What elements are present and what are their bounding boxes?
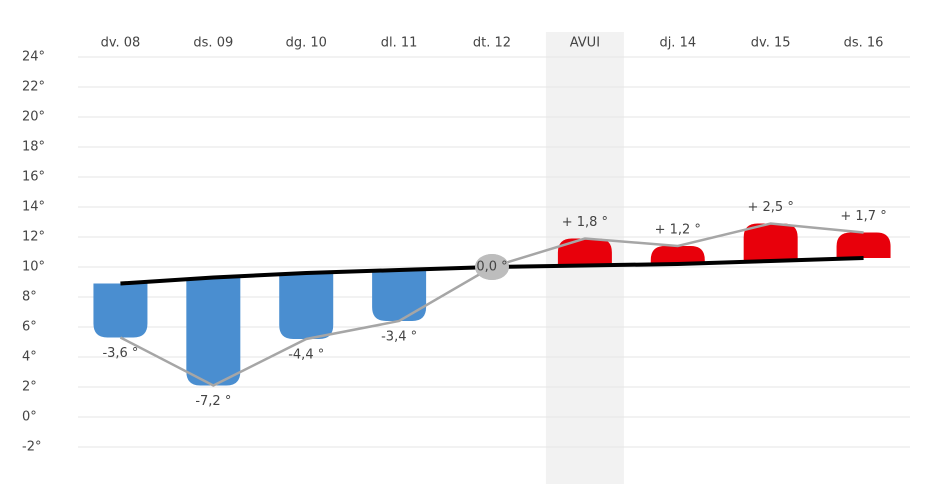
value-label: -7,2 ° bbox=[195, 394, 231, 409]
x-tick-label: dv. 15 bbox=[751, 36, 791, 51]
value-label: + 1,7 ° bbox=[840, 209, 886, 224]
x-tick-label: AVUI bbox=[570, 36, 600, 51]
anomaly-bar bbox=[836, 232, 891, 258]
y-tick-label: 22° bbox=[22, 80, 45, 95]
value-label: -4,4 ° bbox=[288, 348, 324, 363]
y-tick-label: 18° bbox=[22, 140, 45, 155]
y-tick-label: 20° bbox=[22, 110, 45, 125]
x-tick-label: dj. 14 bbox=[659, 36, 696, 51]
value-label: + 1,8 ° bbox=[562, 215, 608, 230]
x-tick-label: dv. 08 bbox=[101, 36, 141, 51]
value-label: 0,0 ° bbox=[476, 260, 507, 275]
x-tick-label: ds. 16 bbox=[844, 36, 884, 51]
y-tick-label: -2° bbox=[22, 440, 41, 455]
x-tick-label: dt. 12 bbox=[473, 36, 511, 51]
y-tick-label: 10° bbox=[22, 260, 45, 275]
x-tick-label: ds. 09 bbox=[193, 36, 233, 51]
anomaly-bar bbox=[650, 246, 705, 264]
y-tick-label: 4° bbox=[22, 350, 37, 365]
y-tick-label: 24° bbox=[22, 50, 45, 65]
anomaly-bar bbox=[372, 270, 427, 321]
value-label: -3,4 ° bbox=[381, 330, 417, 345]
anomaly-bar bbox=[186, 277, 241, 386]
value-label: + 2,5 ° bbox=[747, 200, 793, 215]
value-label: -3,6 ° bbox=[102, 346, 138, 361]
anomaly-bar bbox=[743, 223, 798, 261]
y-tick-label: 2° bbox=[22, 380, 37, 395]
y-tick-label: 12° bbox=[22, 230, 45, 245]
zero-marker bbox=[475, 254, 509, 280]
x-tick-label: dg. 10 bbox=[286, 36, 327, 51]
y-tick-label: 8° bbox=[22, 290, 37, 305]
x-tick-label: dl. 11 bbox=[381, 36, 418, 51]
value-label: + 1,2 ° bbox=[655, 223, 701, 238]
anomaly-bar bbox=[93, 283, 148, 338]
y-tick-label: 0° bbox=[22, 410, 37, 425]
y-tick-label: 6° bbox=[22, 320, 37, 335]
anomaly-bar bbox=[279, 273, 334, 339]
y-tick-label: 14° bbox=[22, 200, 45, 215]
y-tick-label: 16° bbox=[22, 170, 45, 185]
anomaly-bar bbox=[557, 238, 612, 266]
